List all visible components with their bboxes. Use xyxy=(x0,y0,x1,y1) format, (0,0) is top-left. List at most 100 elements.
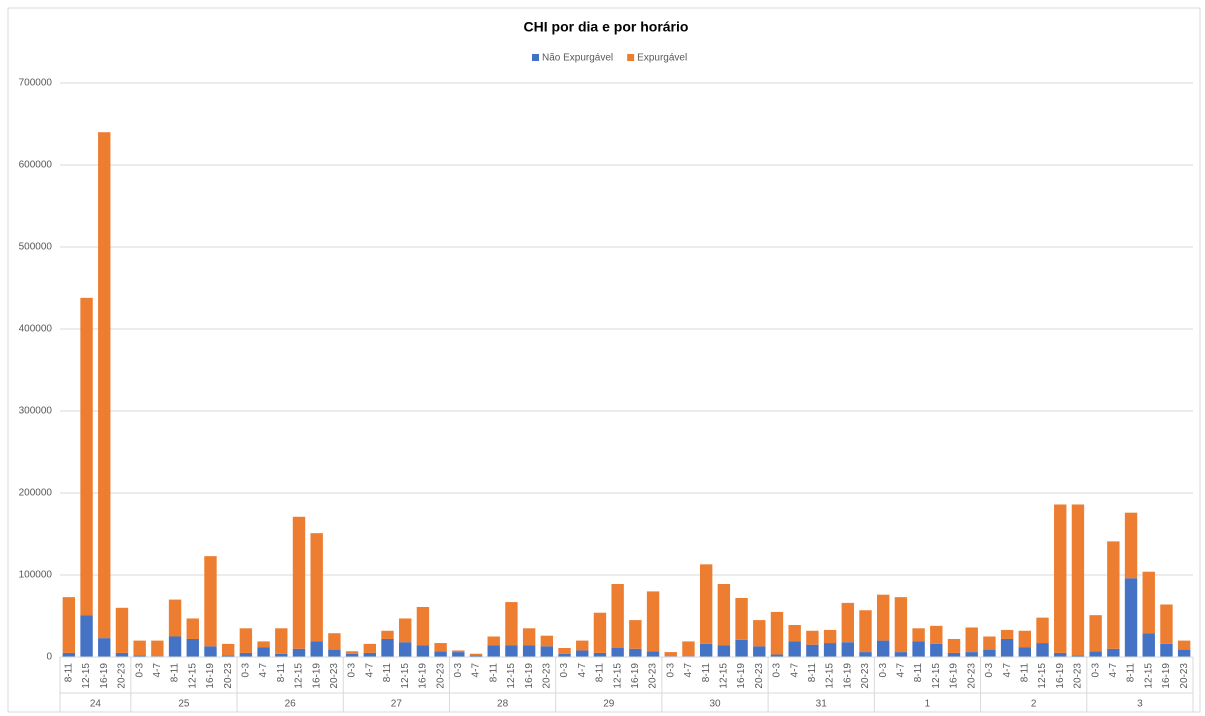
x-tick-label: 16-19 xyxy=(205,663,216,689)
x-tick-label: 0-3 xyxy=(134,663,145,678)
bar-segment xyxy=(876,594,890,641)
bar-segment xyxy=(469,655,483,657)
x-tick-label: 16-19 xyxy=(842,663,853,689)
bar-segment xyxy=(806,630,819,645)
bar-segment xyxy=(275,653,288,657)
x-tick-label: 0-3 xyxy=(1090,663,1101,678)
legend-label: Não Expurgável xyxy=(542,53,613,64)
bar-segment xyxy=(292,516,306,649)
x-tick-label: 12-15 xyxy=(506,663,517,689)
bar-segment xyxy=(983,636,996,650)
x-tick-label: 16-19 xyxy=(99,663,110,689)
bar-segment xyxy=(434,651,447,657)
bar-segment xyxy=(1160,643,1173,657)
bar-segment xyxy=(62,652,76,657)
bar-segment xyxy=(664,652,677,657)
bar-segment xyxy=(806,644,819,657)
x-tick-label: 12-15 xyxy=(187,663,198,689)
legend-swatch xyxy=(532,54,539,61)
x-tick-label: 20-23 xyxy=(541,663,552,689)
bar-segment xyxy=(522,645,536,657)
group-label: 28 xyxy=(497,699,509,710)
x-tick-label: 16-19 xyxy=(311,663,322,689)
x-tick-label: 4-7 xyxy=(683,663,694,678)
x-tick-label: 16-19 xyxy=(630,663,641,689)
bar-segment xyxy=(381,630,394,639)
bar-segment xyxy=(1036,617,1049,644)
bar-segment xyxy=(894,652,908,657)
bar-segment xyxy=(1124,512,1138,579)
chart-title: CHI por dia e por horário xyxy=(524,19,689,35)
bar-segment xyxy=(1054,504,1067,653)
bar-segment xyxy=(469,653,483,656)
x-tick-label: 12-15 xyxy=(294,663,305,689)
bar-segment xyxy=(257,647,270,657)
bar-segment xyxy=(629,648,642,657)
group-label: 30 xyxy=(709,699,721,710)
group-label: 2 xyxy=(1031,699,1037,710)
bar-segment xyxy=(983,649,996,657)
group-label: 29 xyxy=(603,699,615,710)
bar-segment xyxy=(947,652,961,657)
x-tick-label: 0-3 xyxy=(347,663,358,678)
x-tick-label: 20-23 xyxy=(329,663,340,689)
bar-segment xyxy=(912,628,925,642)
y-tick-label: 0 xyxy=(46,652,52,663)
bar-segment xyxy=(452,652,465,657)
bar-segment xyxy=(115,607,129,653)
bar-segment xyxy=(381,638,394,657)
bar-segment xyxy=(487,645,500,657)
x-tick-label: 16-19 xyxy=(949,663,960,689)
bar-segment xyxy=(1107,648,1120,657)
x-tick-label: 20-23 xyxy=(966,663,977,689)
x-tick-label: 12-15 xyxy=(825,663,836,689)
bar-segment xyxy=(1000,629,1014,639)
bar-segment xyxy=(717,584,731,646)
bar-segment xyxy=(611,647,624,657)
x-tick-label: 8-11 xyxy=(382,663,393,683)
bar-segment xyxy=(770,611,784,655)
x-tick-label: 16-19 xyxy=(1161,663,1172,689)
group-label: 26 xyxy=(285,699,297,710)
x-tick-label: 20-23 xyxy=(754,663,765,689)
x-tick-label: 8-11 xyxy=(595,663,606,683)
y-tick-label: 200000 xyxy=(19,488,53,499)
x-tick-label: 20-23 xyxy=(223,663,234,689)
x-tick-label: 16-19 xyxy=(418,663,429,689)
bar-segment xyxy=(841,602,854,643)
group-label: 27 xyxy=(391,699,403,710)
bar-segment xyxy=(629,620,642,649)
bar-segment xyxy=(310,533,323,642)
bar-segment xyxy=(505,602,518,646)
bar-segment xyxy=(1018,630,1032,648)
bar-segment xyxy=(345,651,359,654)
bar-segment xyxy=(646,651,660,657)
bar-segment xyxy=(770,654,784,657)
bar-segment xyxy=(452,650,465,653)
bar-segment xyxy=(1018,647,1032,657)
x-tick-label: 0-3 xyxy=(559,663,570,678)
x-tick-label: 4-7 xyxy=(471,663,482,678)
bar-segment xyxy=(1089,651,1102,657)
bar-segment xyxy=(292,648,306,657)
bar-segment xyxy=(1054,652,1067,657)
x-tick-label: 16-19 xyxy=(736,663,747,689)
x-tick-label: 8-11 xyxy=(913,663,924,683)
y-tick-label: 700000 xyxy=(19,78,53,89)
bar-segment xyxy=(98,132,111,639)
bar-segment xyxy=(257,641,270,648)
bar-segment xyxy=(168,599,182,637)
chart-frame xyxy=(7,7,1201,713)
group-label: 3 xyxy=(1137,699,1143,710)
bar-segment xyxy=(1071,504,1085,656)
bar-segment xyxy=(363,652,377,657)
bar-segment xyxy=(115,652,129,657)
x-tick-label: 4-7 xyxy=(152,663,163,678)
bar-segment xyxy=(699,564,713,644)
bar-segment xyxy=(947,638,961,653)
bar-segment xyxy=(151,640,164,657)
bar-segment xyxy=(80,615,93,657)
bar-segment xyxy=(735,639,748,657)
x-tick-label: 12-15 xyxy=(81,663,92,689)
x-tick-label: 4-7 xyxy=(896,663,907,678)
